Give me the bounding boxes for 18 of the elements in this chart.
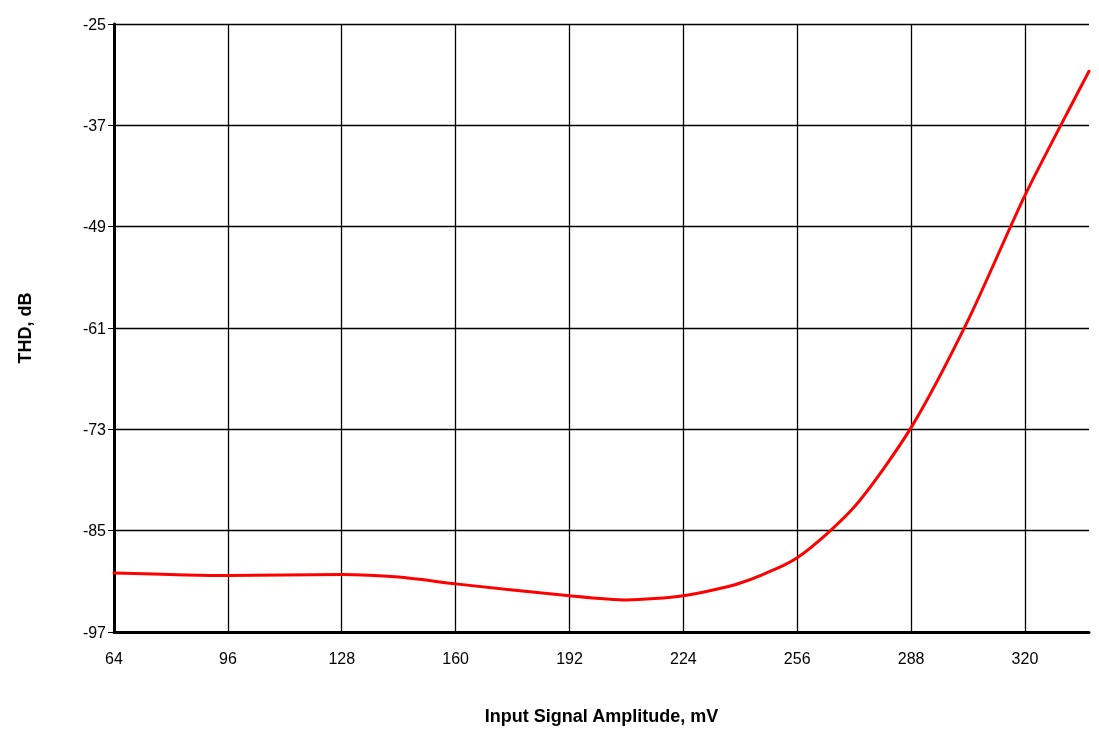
x-tick-label: 256 [783, 649, 811, 667]
x-tick-label: 128 [328, 649, 356, 667]
y-tick-label: -97 [82, 623, 107, 641]
y-tick-label: -85 [82, 522, 107, 540]
y-tick-label: -61 [82, 319, 107, 337]
y-axis-title: THD, dB [15, 292, 35, 364]
x-axis-title: Input Signal Amplitude, mV [484, 706, 719, 726]
x-tick-label: 64 [105, 649, 123, 667]
x-tick-label: 288 [897, 649, 925, 667]
y-tick-label: -49 [82, 218, 107, 236]
y-tick-label: -73 [82, 420, 107, 438]
x-tick-label: 192 [556, 649, 583, 667]
x-tick-label: 96 [218, 649, 237, 667]
x-tick-label: 224 [669, 649, 697, 667]
x-tick-label: 320 [1011, 649, 1039, 667]
y-tick-label: -25 [82, 15, 107, 33]
y-tick-label: -37 [82, 116, 107, 134]
x-tick-label: 160 [442, 649, 470, 667]
